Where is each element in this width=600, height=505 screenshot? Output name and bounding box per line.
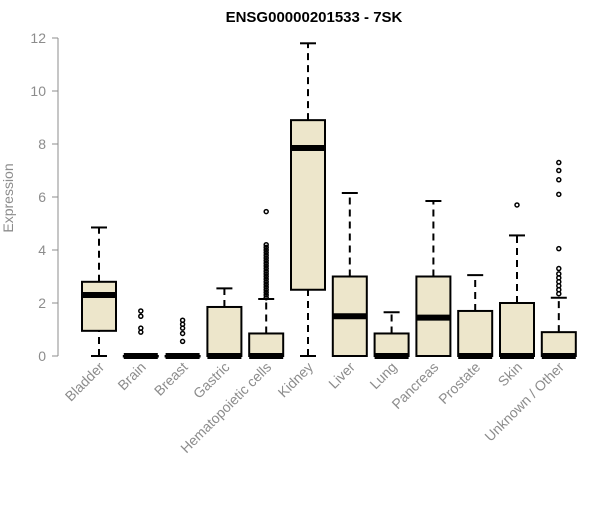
outlier-point bbox=[556, 177, 562, 183]
box-body bbox=[206, 305, 243, 358]
plot-area bbox=[81, 42, 577, 359]
y-tick-label: 2 bbox=[38, 295, 46, 311]
outlier-point bbox=[263, 281, 269, 288]
outlier-point bbox=[556, 265, 562, 272]
box-bladder bbox=[81, 226, 117, 357]
x-tick-label: Unknown / Other bbox=[481, 359, 567, 445]
outlier-point bbox=[556, 245, 562, 252]
y-tick-label: 6 bbox=[38, 189, 46, 205]
box-body bbox=[81, 280, 117, 332]
box-breast bbox=[164, 317, 201, 359]
outlier-point bbox=[263, 260, 269, 266]
box-lung bbox=[373, 311, 410, 359]
outlier-point bbox=[179, 330, 186, 337]
outlier-point bbox=[556, 271, 562, 277]
outlier-point bbox=[514, 202, 520, 208]
outlier-point bbox=[138, 313, 144, 319]
outlier-point bbox=[263, 255, 269, 261]
outlier-point bbox=[263, 252, 269, 259]
y-tick-label: 12 bbox=[30, 30, 46, 46]
box-kidney bbox=[290, 42, 326, 357]
x-tick-label: Skin bbox=[495, 359, 526, 390]
x-tick-label: Lung bbox=[366, 359, 399, 392]
box-body bbox=[457, 309, 494, 358]
x-tick-label: Liver bbox=[325, 359, 358, 392]
box-prostate bbox=[457, 274, 494, 359]
chart-title: ENSG00000201533 - 7SK bbox=[226, 9, 403, 26]
y-tick-label: 8 bbox=[38, 136, 46, 152]
outlier-point bbox=[263, 244, 269, 251]
box-pancreas bbox=[415, 199, 452, 357]
box-body bbox=[499, 302, 535, 357]
box-liver bbox=[331, 192, 368, 357]
outlier-point bbox=[179, 317, 186, 323]
outlier-point bbox=[263, 268, 269, 274]
x-tick-label: Bladder bbox=[62, 359, 108, 405]
box-unknown-other bbox=[540, 159, 577, 359]
outlier-point bbox=[263, 289, 269, 296]
y-tick-label: 4 bbox=[38, 242, 46, 258]
y-tick-label: 0 bbox=[38, 348, 46, 364]
box-brain bbox=[122, 308, 159, 359]
outlier-point bbox=[263, 279, 269, 285]
y-tick-label: 10 bbox=[30, 83, 46, 99]
outlier-point bbox=[263, 273, 269, 280]
outlier-point bbox=[179, 338, 186, 345]
y-axis-label: Expression bbox=[0, 163, 16, 232]
outlier-point bbox=[263, 257, 269, 264]
outlier-point bbox=[263, 208, 269, 215]
outlier-point bbox=[556, 167, 562, 174]
box-body bbox=[248, 332, 285, 358]
outlier-point bbox=[138, 308, 144, 314]
x-tick-label: Breast bbox=[151, 359, 191, 399]
outlier-point bbox=[263, 249, 269, 256]
outlier-point bbox=[263, 284, 269, 290]
box-skin bbox=[499, 202, 535, 359]
outlier-point bbox=[263, 287, 269, 293]
outlier-point bbox=[556, 191, 562, 198]
outlier-point bbox=[138, 325, 144, 331]
outlier-point bbox=[263, 265, 269, 272]
outlier-point bbox=[556, 159, 562, 166]
y-axis: 0 2 4 6 8 10 12 bbox=[30, 30, 59, 364]
box-body bbox=[373, 332, 410, 358]
outlier-point bbox=[263, 271, 269, 277]
outlier-point bbox=[263, 241, 269, 248]
outlier-point bbox=[263, 294, 269, 301]
box-hematopoietic-cells bbox=[248, 208, 285, 359]
box-body bbox=[540, 331, 577, 357]
x-tick-label: Kidney bbox=[275, 359, 317, 401]
outlier-point bbox=[263, 247, 269, 253]
x-tick-label: Prostate bbox=[435, 359, 483, 407]
outlier-point bbox=[263, 276, 269, 282]
x-tick-label: Brain bbox=[114, 359, 148, 393]
outlier-point bbox=[263, 292, 269, 298]
box-gastric bbox=[206, 287, 243, 359]
outlier-point bbox=[263, 263, 269, 269]
